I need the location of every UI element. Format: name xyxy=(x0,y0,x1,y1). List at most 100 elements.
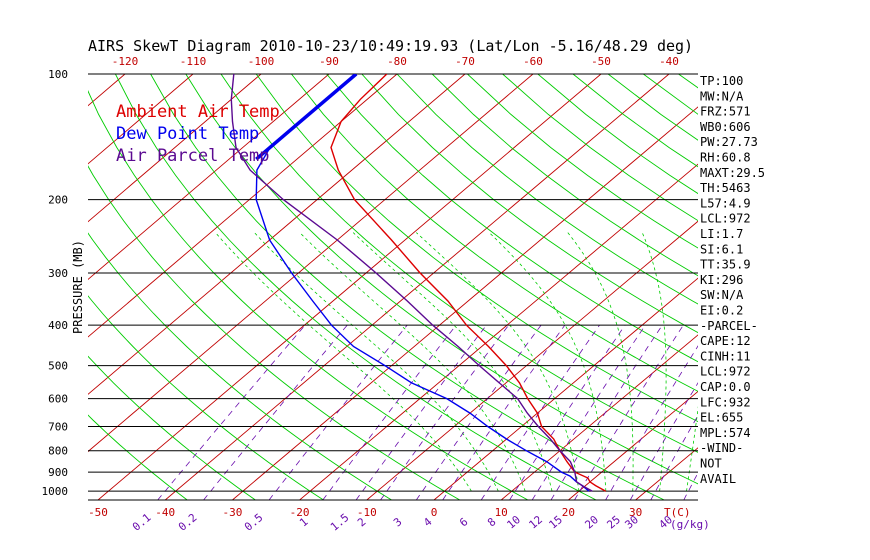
isotherm-line xyxy=(88,74,534,453)
dry-adiabat-line xyxy=(114,74,597,500)
dry-adiabat-line xyxy=(88,295,324,500)
mixing-ratio-line xyxy=(605,345,698,500)
stability-index-label: TP:100 xyxy=(700,74,743,88)
chart-series xyxy=(230,74,607,492)
isotherm-line xyxy=(0,74,57,500)
top-temperature-tick-label: -110 xyxy=(180,55,207,68)
pressure-tick-label: 1000 xyxy=(42,485,69,498)
dry-adiabat-line xyxy=(88,90,529,500)
stability-index-label: NOT xyxy=(700,457,722,471)
mixing-ratio-line xyxy=(574,324,684,500)
stability-index-label: MAXT:29.5 xyxy=(700,166,765,180)
y-axis-label: PRESSURE (MB) xyxy=(71,240,85,334)
stability-index-label: SI:6.1 xyxy=(700,242,743,256)
top-temperature-tick-label: -40 xyxy=(659,55,679,68)
mixing-ratio-line xyxy=(268,324,408,500)
stability-index-label: SW:N/A xyxy=(700,288,744,302)
stability-index-label: RH:60.8 xyxy=(700,151,751,165)
mixing-ratio-line xyxy=(355,324,487,500)
stability-index-label: TT:35.9 xyxy=(700,258,751,272)
mixing-ratio-line xyxy=(380,324,509,500)
pressure-tick-label: 600 xyxy=(48,393,68,406)
mixing-ratio-tick-label: 0.5 xyxy=(242,511,266,534)
pressure-tick-label: 300 xyxy=(48,267,68,280)
isotherm-line xyxy=(88,74,398,338)
stability-index-label: CINH:11 xyxy=(700,349,751,363)
pressure-axis: 100 200 300 400 500 600 700 800 900 1000 xyxy=(42,68,69,498)
mixing-ratio-tick-label: 25 xyxy=(604,513,623,531)
pressure-tick-label: 200 xyxy=(48,194,68,207)
top-temperature-tick-label: -70 xyxy=(455,55,475,68)
legend-entry: Air Parcel Temp xyxy=(116,146,270,166)
dry-adiabat-line xyxy=(784,74,870,500)
moist-adiabat-line xyxy=(416,232,580,492)
stability-index-label: TH:5463 xyxy=(700,181,751,195)
stability-index-label: KI:296 xyxy=(700,273,743,287)
isotherm-line xyxy=(88,74,194,165)
pressure-tick-label: 400 xyxy=(48,319,68,332)
series-line-ambient-air-temp xyxy=(330,74,607,492)
bottom-temperature-tick-label: 10 xyxy=(495,506,508,519)
mixing-ratio-line xyxy=(629,382,698,500)
bottom-temperature-tick-label: -50 xyxy=(88,506,108,519)
dry-adiabat-line xyxy=(326,74,698,363)
stability-index-label: MPL:574 xyxy=(700,426,751,440)
stability-index-label: -PARCEL- xyxy=(700,319,758,333)
bottom-temperature-tick-label: -20 xyxy=(290,506,310,519)
mixing-ratio-line xyxy=(531,324,646,500)
dry-adiabat-line xyxy=(431,74,698,277)
pressure-tick-label: 700 xyxy=(48,421,68,434)
mixing-ratio-unit-label: (g/kg) xyxy=(670,518,710,531)
top-temperature-tick-label: -120 xyxy=(112,55,139,68)
stability-index-label: LFC:932 xyxy=(700,395,751,409)
chart-grid xyxy=(0,74,870,500)
stability-index-label: L57:4.9 xyxy=(700,196,751,210)
series-line-air-parcel-temp xyxy=(230,74,593,492)
top-temperature-tick-label: -50 xyxy=(591,55,611,68)
dry-adiabat-line xyxy=(855,74,870,500)
isotherm-line xyxy=(88,74,330,281)
bottom-temperature-tick-label: 30 xyxy=(629,506,642,519)
moist-adiabat-line xyxy=(567,232,634,492)
dry-adiabat-line xyxy=(88,414,188,500)
dry-adiabat-line xyxy=(255,74,698,423)
top-temperature-tick-label: -80 xyxy=(387,55,407,68)
mixing-ratio-line xyxy=(550,324,663,500)
isotherm-line xyxy=(770,74,870,500)
mixing-ratio-line xyxy=(683,472,698,500)
isotherm-line xyxy=(232,106,698,500)
top-temperature-tick-label: -100 xyxy=(248,55,275,68)
isotherm-line xyxy=(97,74,602,500)
mixing-ratio-tick-label: 12 xyxy=(526,513,545,531)
mixing-ratio-tick-label: 1.5 xyxy=(328,511,352,534)
mixing-ratio-tick-label: 6 xyxy=(457,515,470,529)
dry-adiabat-line xyxy=(220,74,698,453)
dry-adiabat-line xyxy=(396,74,698,305)
moist-adiabat-line xyxy=(215,232,472,492)
tropopause-marker xyxy=(255,74,358,161)
mixing-ratio-line xyxy=(157,324,306,500)
stability-index-label: AVAIL xyxy=(700,472,736,486)
isotherm-line xyxy=(837,74,870,500)
dry-adiabat-line xyxy=(185,74,698,485)
stability-index-label: EI:0.2 xyxy=(700,304,743,318)
isotherm-line xyxy=(164,74,670,500)
top-temperature-axis: -120 -110 -100 -90 -80 -70 -60 -50 -40 xyxy=(112,55,679,68)
stability-index-label: CAPE:12 xyxy=(700,334,751,348)
mixing-ratio-line xyxy=(415,324,542,500)
stability-index-label: LCL:972 xyxy=(700,212,751,226)
isotherm-line xyxy=(366,220,698,500)
stability-index-label: WB0:606 xyxy=(700,120,751,134)
isotherm-line xyxy=(88,74,262,223)
pressure-tick-label: 800 xyxy=(48,445,68,458)
series-line-dew-point-temp xyxy=(255,147,590,492)
bottom-temperature-tick-label: 0 xyxy=(431,506,438,519)
moist-adiabat-line xyxy=(489,232,607,492)
top-temperature-tick-label: -90 xyxy=(319,55,339,68)
isotherm-line xyxy=(568,390,698,500)
bottom-temperature-tick-label: -10 xyxy=(357,506,377,519)
bottom-temperature-axis: -50 -40 -30 -20 -10 0 10 20 30 T(C)0.1 0.2 0.5 1 1.5 2… xyxy=(88,506,710,534)
stability-index-label: PW:27.73 xyxy=(700,135,758,149)
